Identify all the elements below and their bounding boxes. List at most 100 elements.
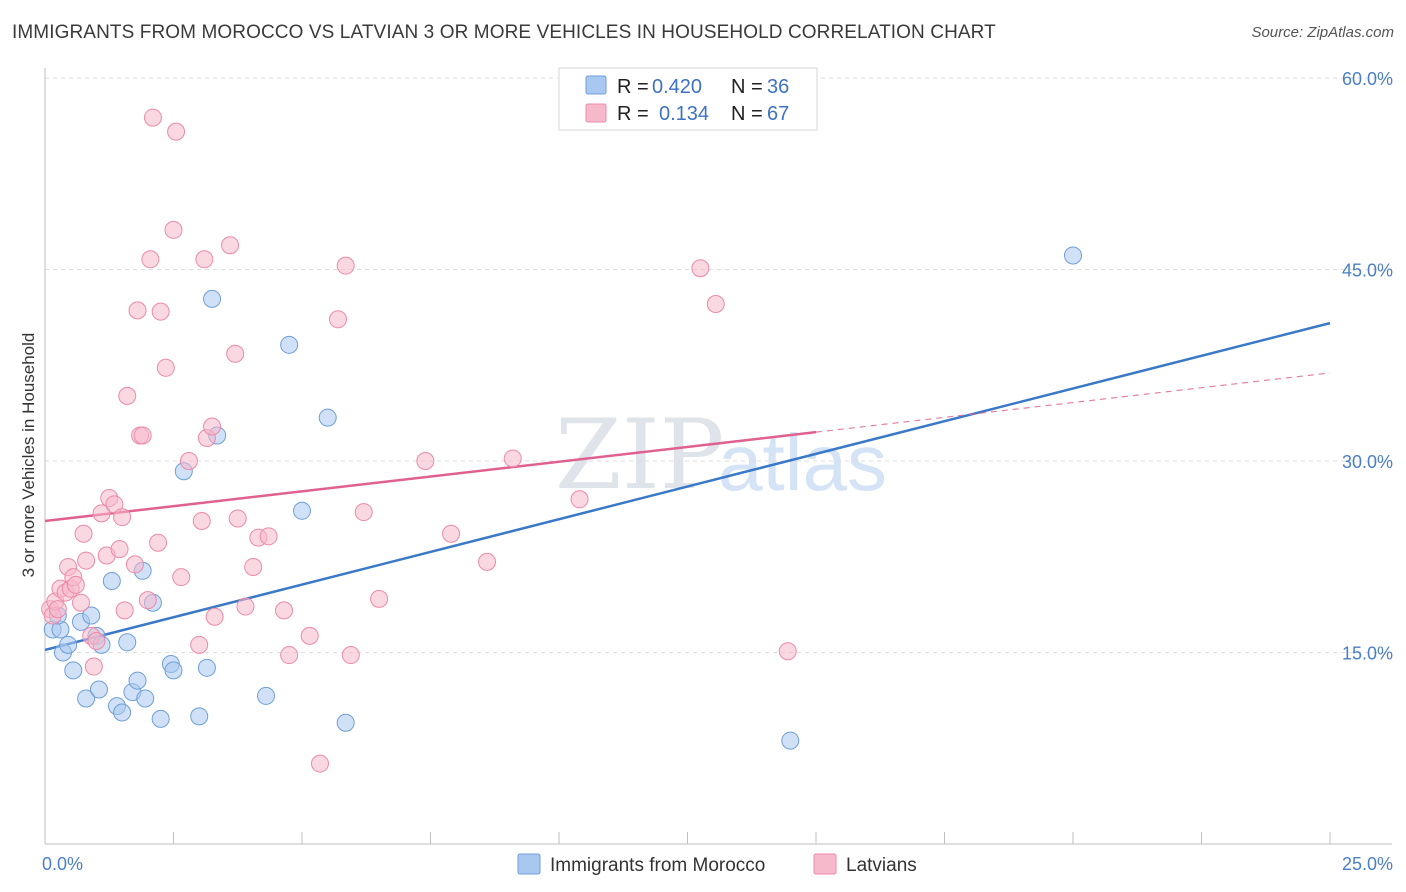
data-point [190, 707, 209, 726]
chart-source: Source: ZipAtlas.com [1251, 24, 1394, 41]
data-point [87, 632, 106, 651]
data-point [179, 452, 198, 470]
data-point [503, 449, 522, 468]
data-point [478, 552, 497, 571]
data-point [92, 504, 111, 523]
data-point [156, 358, 175, 377]
data-point [226, 344, 245, 363]
trend-lines [44, 321, 1331, 652]
data-point [370, 589, 389, 608]
data-point [84, 657, 103, 676]
axes [44, 68, 1392, 845]
data-point [128, 301, 147, 320]
data-point [167, 122, 186, 141]
data-point [151, 302, 170, 321]
data-point [203, 289, 222, 308]
chart-title: IMMIGRANTS FROM MOROCCO VS LATVIAN 3 OR … [12, 22, 996, 43]
data-point [136, 689, 155, 708]
data-point [118, 386, 137, 405]
data-point [66, 575, 85, 594]
data-point [336, 256, 355, 275]
data-point [205, 607, 224, 626]
legend-r-value-latvians: 0.134 [659, 103, 709, 125]
data-point [113, 508, 132, 527]
data-point [781, 731, 800, 750]
data-point [244, 557, 263, 576]
data-point [82, 606, 101, 625]
data-points [41, 108, 1082, 773]
data-point [102, 572, 121, 591]
trend-line-extrapolated [815, 372, 1331, 433]
data-point [236, 597, 255, 616]
trend-line [44, 430, 817, 523]
x-tick-label-min: 0.0% [42, 854, 83, 874]
data-point [195, 250, 214, 269]
data-point [706, 294, 725, 313]
data-point [354, 503, 373, 522]
data-point [293, 501, 311, 520]
data-point [113, 703, 132, 722]
data-point [275, 601, 294, 620]
data-point [89, 680, 108, 699]
data-point [48, 600, 67, 619]
correlation-legend: R = 0.420 N = 36 R = 0.134 N = 67 [558, 67, 818, 131]
legend-n-label-latvians: N = [731, 103, 763, 125]
data-point [328, 310, 347, 329]
data-point [71, 593, 90, 612]
data-point [151, 709, 170, 728]
data-point [259, 527, 278, 546]
y-tick-label: 15.0% [1342, 644, 1393, 664]
bottom-legend-label-morocco: Immigrants from Morocco [550, 855, 765, 876]
data-point [203, 417, 222, 436]
legend-swatch-morocco [585, 75, 607, 95]
data-point [280, 646, 299, 665]
data-point [190, 635, 209, 654]
data-point [149, 533, 168, 552]
data-point [172, 568, 191, 587]
data-point [59, 635, 78, 654]
legend-r-value-morocco: 0.420 [652, 76, 702, 98]
bottom-legend-swatch-morocco [517, 853, 541, 875]
data-point [77, 551, 96, 570]
data-point [341, 646, 360, 665]
data-point [691, 259, 710, 278]
data-point [192, 512, 211, 531]
legend-n-value-latvians: 67 [767, 103, 789, 125]
y-tick-label: 60.0% [1342, 69, 1393, 89]
legend-n-value-morocco: 36 [767, 76, 789, 98]
data-point [310, 754, 329, 773]
data-point [570, 490, 589, 509]
y-tick-label: 30.0% [1342, 452, 1393, 472]
legend-r-label-morocco: R = [617, 76, 649, 98]
data-point [125, 555, 144, 574]
trend-line [44, 321, 1331, 652]
data-point [221, 236, 240, 255]
data-point [74, 524, 93, 543]
legend-r-label-latvians: R = [617, 103, 649, 125]
data-point [442, 524, 461, 543]
legend-swatch-latvians [585, 103, 607, 123]
data-point [110, 540, 129, 559]
data-point [336, 713, 355, 732]
x-tick-label-max: 25.0% [1342, 854, 1393, 874]
data-point [416, 452, 435, 470]
data-point [77, 689, 96, 708]
watermark-atlas: atlas [718, 418, 887, 507]
data-point [257, 686, 276, 705]
data-point [300, 626, 319, 645]
series-legend: Immigrants from Morocco Latvians [517, 853, 917, 876]
data-point [141, 250, 160, 269]
data-point [143, 108, 162, 127]
data-point [280, 335, 299, 354]
data-point [128, 671, 147, 690]
data-point [1064, 246, 1082, 265]
data-point [115, 601, 134, 620]
data-point [164, 661, 183, 680]
bottom-legend-label-latvians: Latvians [846, 855, 917, 876]
data-point [118, 633, 137, 652]
data-point [318, 408, 337, 427]
data-point [164, 220, 183, 239]
data-point [138, 591, 157, 610]
data-point [133, 426, 152, 445]
y-tick-labels: 15.0% 30.0% 45.0% 60.0% [1342, 69, 1393, 664]
